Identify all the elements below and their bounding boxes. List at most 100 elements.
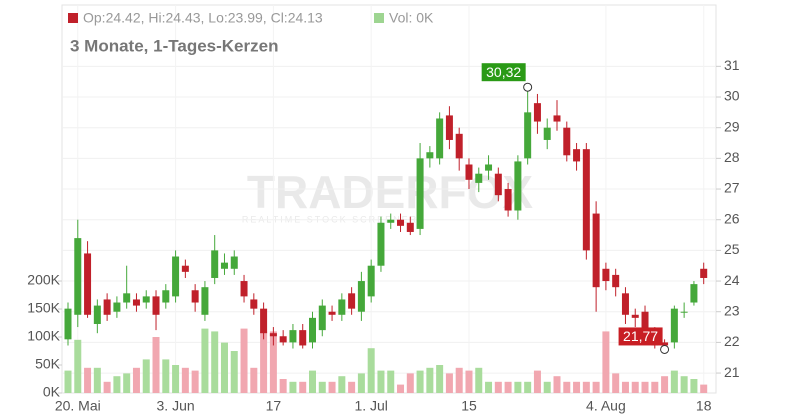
candle-body <box>475 173 483 183</box>
volume-bar <box>357 373 365 393</box>
candle-body <box>621 293 629 315</box>
volume-bar <box>700 384 708 393</box>
y-tick-label: 29 <box>724 118 740 134</box>
volume-bar <box>142 359 150 393</box>
y2-tick-label: 0K <box>43 384 61 400</box>
candle-body <box>367 265 375 297</box>
volume-bar <box>367 348 375 393</box>
volume-bar <box>64 370 72 393</box>
candle-body <box>690 284 698 303</box>
volume-bar <box>269 331 277 393</box>
candle-body <box>573 149 581 162</box>
candle-body <box>172 256 180 297</box>
candle-body <box>220 262 228 269</box>
volume-bar <box>485 381 493 393</box>
candle-body <box>377 222 385 266</box>
candle-body <box>84 253 92 315</box>
watermark: TRADERFOX REALTIME STOCK SCREENER <box>242 166 534 224</box>
plot-area <box>61 4 717 394</box>
annotation-marker <box>523 82 533 92</box>
candle-body <box>142 296 150 303</box>
volume-bar <box>132 367 140 393</box>
candle-body <box>299 330 307 346</box>
candle-body <box>387 219 395 223</box>
chart-subtitle: 3 Monate, 1-Tages-Kerzen <box>70 36 278 55</box>
volume-bar <box>553 376 561 393</box>
candle-body <box>661 342 669 346</box>
volume-bar <box>631 381 639 393</box>
candle-body <box>103 299 111 315</box>
y-tick-label: 30 <box>724 88 740 104</box>
y2-tick-label: 200K <box>27 272 60 288</box>
volume-bar <box>348 381 356 393</box>
candle-body <box>612 274 620 288</box>
x-tick-label: 15 <box>461 398 477 414</box>
candle-body <box>494 173 502 196</box>
candle-body <box>338 299 346 315</box>
candle-body <box>191 290 199 303</box>
volume-bar <box>641 381 649 393</box>
volume-bar <box>602 331 610 393</box>
x-tick-label: 18 <box>696 398 712 414</box>
volume-bar <box>504 381 512 393</box>
y-tick-label: 27 <box>724 180 740 196</box>
x-tick-label: 17 <box>266 398 282 414</box>
volume-bar <box>563 381 571 393</box>
volume-bar <box>582 381 590 393</box>
volume-bar <box>680 376 688 393</box>
y-tick-label: 21 <box>724 364 740 380</box>
y-tick-label: 31 <box>724 57 740 73</box>
candle-body <box>113 302 121 312</box>
candle-body <box>641 311 649 331</box>
volume-bar <box>172 365 180 393</box>
volume-bar <box>162 359 170 393</box>
volume-bar <box>250 367 258 393</box>
volume-bar <box>426 367 434 393</box>
candle-body <box>289 330 297 343</box>
candle-body <box>485 164 493 171</box>
volume-bar <box>406 373 414 393</box>
candle-body <box>93 305 101 324</box>
volume-bar <box>475 367 483 393</box>
volume-bar <box>397 384 405 393</box>
volume-bar <box>592 381 600 393</box>
y2-tick-label: 100K <box>27 328 60 344</box>
volume-bar <box>113 376 121 393</box>
candle-body <box>152 296 160 315</box>
volume-bar <box>152 337 160 393</box>
candle-body <box>279 336 287 343</box>
candle-body <box>631 314 639 318</box>
volume-bar <box>533 370 541 393</box>
candle-body <box>563 127 571 156</box>
candle-body <box>309 317 316 343</box>
candle-body <box>181 265 189 272</box>
volume-bar <box>181 367 189 393</box>
volume-bar <box>416 370 424 393</box>
candle-body <box>74 238 82 315</box>
candle-body <box>553 115 561 122</box>
volume-bar <box>211 331 219 393</box>
y-tick-label: 24 <box>724 272 740 288</box>
y2-tick-label: 50K <box>35 356 61 372</box>
volume-bar <box>436 365 444 393</box>
volume-bar <box>201 328 209 393</box>
candle-body <box>201 287 209 315</box>
candle-body <box>357 281 365 312</box>
candle-body <box>445 115 453 140</box>
candle-body <box>64 308 72 340</box>
candle-body <box>260 308 268 334</box>
volume-bar <box>260 331 268 393</box>
volume-bar <box>465 370 473 393</box>
candle-body <box>123 293 131 303</box>
volume-bar <box>690 379 698 393</box>
volume-bar <box>455 367 463 393</box>
volume-bar <box>494 381 502 393</box>
candle-body <box>416 158 424 229</box>
y2-tick-label: 150K <box>27 300 60 316</box>
candle-body <box>465 164 473 180</box>
candle-body <box>240 281 248 297</box>
y-tick-label: 25 <box>724 241 740 257</box>
annotation-marker <box>660 344 670 354</box>
legend-label: Vol: 0K <box>389 10 434 26</box>
